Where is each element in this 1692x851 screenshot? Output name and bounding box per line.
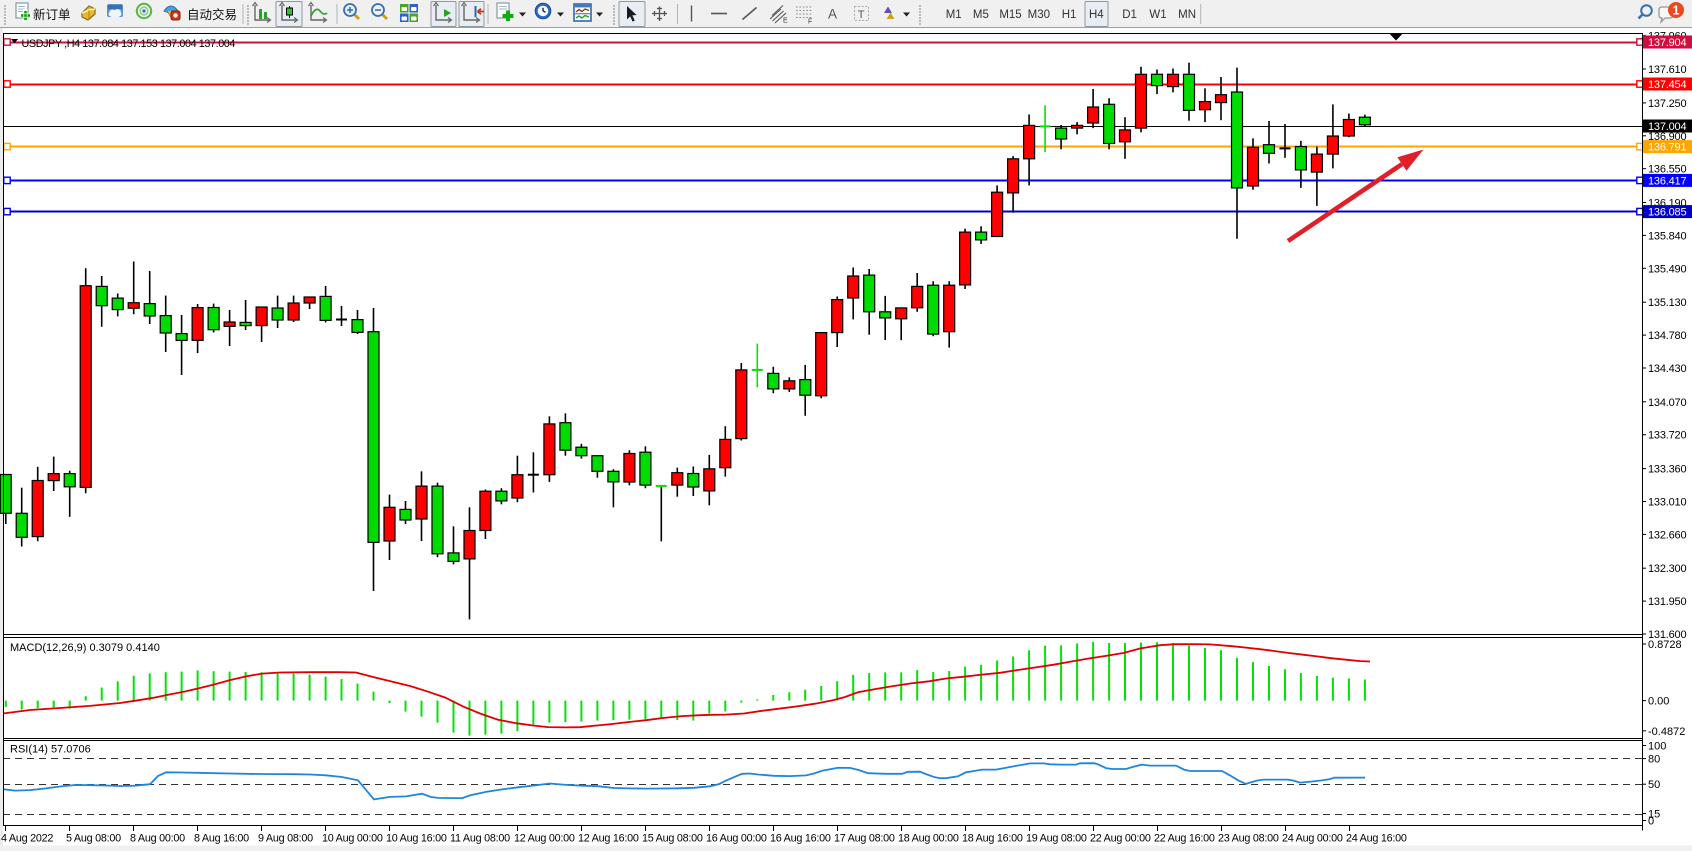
svg-text:10 Aug 00:00: 10 Aug 00:00 (322, 833, 383, 845)
svg-text:135.840: 135.840 (1648, 230, 1686, 242)
svg-text:136.417: 136.417 (1648, 175, 1686, 187)
svg-text:-0.4872: -0.4872 (1648, 726, 1685, 738)
svg-text:23 Aug 08:00: 23 Aug 08:00 (1218, 833, 1279, 845)
svg-text:24 Aug 16:00: 24 Aug 16:00 (1346, 833, 1407, 845)
svg-text:136.550: 136.550 (1648, 164, 1686, 176)
svg-text:12 Aug 00:00: 12 Aug 00:00 (514, 833, 575, 845)
svg-text:T: T (858, 9, 865, 21)
svg-text:134.780: 134.780 (1648, 330, 1686, 342)
svg-text:11 Aug 08:00: 11 Aug 08:00 (450, 833, 510, 845)
svg-text:MACD(12,26,9) 0.3079 0.4140: MACD(12,26,9) 0.3079 0.4140 (10, 642, 160, 654)
svg-text:137.610: 137.610 (1648, 64, 1686, 76)
svg-text:132.660: 132.660 (1648, 529, 1686, 541)
svg-text:1: 1 (1673, 4, 1680, 18)
svg-text:136.085: 136.085 (1648, 207, 1686, 219)
svg-text:131.600: 131.600 (1648, 629, 1686, 641)
svg-text:RSI(14) 57.0706: RSI(14) 57.0706 (10, 744, 91, 756)
svg-text:H4: H4 (1089, 9, 1104, 21)
svg-text:W1: W1 (1149, 9, 1166, 21)
svg-text:8 Aug 16:00: 8 Aug 16:00 (194, 833, 249, 845)
svg-text:A: A (828, 7, 837, 22)
svg-text:15: 15 (1648, 809, 1660, 821)
svg-text:9 Aug 08:00: 9 Aug 08:00 (258, 833, 313, 845)
svg-text:D1: D1 (1122, 9, 1137, 21)
svg-text:0.00: 0.00 (1648, 696, 1669, 708)
svg-text:136.900: 136.900 (1648, 131, 1686, 143)
svg-text:15 Aug 08:00: 15 Aug 08:00 (642, 833, 703, 845)
svg-text:135.490: 135.490 (1648, 263, 1686, 275)
svg-text:USDJPY ,H4 137.084 137.153 13: USDJPY ,H4 137.084 137.153 137.004 137.0… (22, 38, 236, 50)
svg-text:19 Aug 08:00: 19 Aug 08:00 (1026, 833, 1087, 845)
svg-text:137.454: 137.454 (1648, 79, 1686, 91)
svg-text:M1: M1 (946, 9, 962, 21)
svg-text:12 Aug 16:00: 12 Aug 16:00 (578, 833, 639, 845)
svg-text:0.8728: 0.8728 (1648, 639, 1682, 651)
svg-text:5 Aug 08:00: 5 Aug 08:00 (66, 833, 121, 845)
svg-text:8 Aug 00:00: 8 Aug 00:00 (130, 833, 185, 845)
svg-text:0: 0 (1648, 816, 1654, 828)
svg-text:22 Aug 16:00: 22 Aug 16:00 (1154, 833, 1215, 845)
svg-text:4 Aug 2022: 4 Aug 2022 (1, 833, 53, 845)
svg-text:E: E (783, 18, 788, 25)
svg-text:132.300: 132.300 (1648, 563, 1686, 575)
svg-text:137.004: 137.004 (1648, 121, 1686, 133)
svg-text:137.250: 137.250 (1648, 98, 1686, 110)
svg-text:M15: M15 (999, 9, 1021, 21)
svg-text:17 Aug 08:00: 17 Aug 08:00 (834, 833, 895, 845)
svg-text:137.904: 137.904 (1648, 37, 1686, 49)
svg-text:131.950: 131.950 (1648, 596, 1686, 608)
svg-text:16 Aug 00:00: 16 Aug 00:00 (706, 833, 767, 845)
svg-text:F: F (808, 19, 812, 26)
svg-text:133.720: 133.720 (1648, 430, 1686, 442)
svg-text:24 Aug 00:00: 24 Aug 00:00 (1282, 833, 1343, 845)
svg-text:H1: H1 (1062, 9, 1077, 21)
svg-text:22 Aug 00:00: 22 Aug 00:00 (1090, 833, 1151, 845)
svg-text:18 Aug 00:00: 18 Aug 00:00 (898, 833, 959, 845)
svg-text:136.791: 136.791 (1648, 142, 1686, 154)
svg-text:自动交易: 自动交易 (187, 7, 237, 22)
svg-text:135.130: 135.130 (1648, 297, 1686, 309)
svg-text:新订单: 新订单 (33, 7, 71, 22)
svg-text:134.070: 134.070 (1648, 397, 1686, 409)
svg-text:18 Aug 16:00: 18 Aug 16:00 (962, 833, 1023, 845)
svg-text:10 Aug 16:00: 10 Aug 16:00 (386, 833, 447, 845)
svg-text:MN: MN (1178, 9, 1196, 21)
svg-text:134.430: 134.430 (1648, 363, 1686, 375)
svg-text:133.010: 133.010 (1648, 497, 1686, 509)
svg-text:100: 100 (1648, 741, 1666, 753)
svg-text:M30: M30 (1028, 9, 1050, 21)
svg-text:80: 80 (1648, 754, 1660, 766)
svg-text:M5: M5 (973, 9, 989, 21)
svg-text:133.360: 133.360 (1648, 464, 1686, 476)
svg-text:16 Aug 16:00: 16 Aug 16:00 (770, 833, 831, 845)
svg-text:50: 50 (1648, 779, 1660, 791)
